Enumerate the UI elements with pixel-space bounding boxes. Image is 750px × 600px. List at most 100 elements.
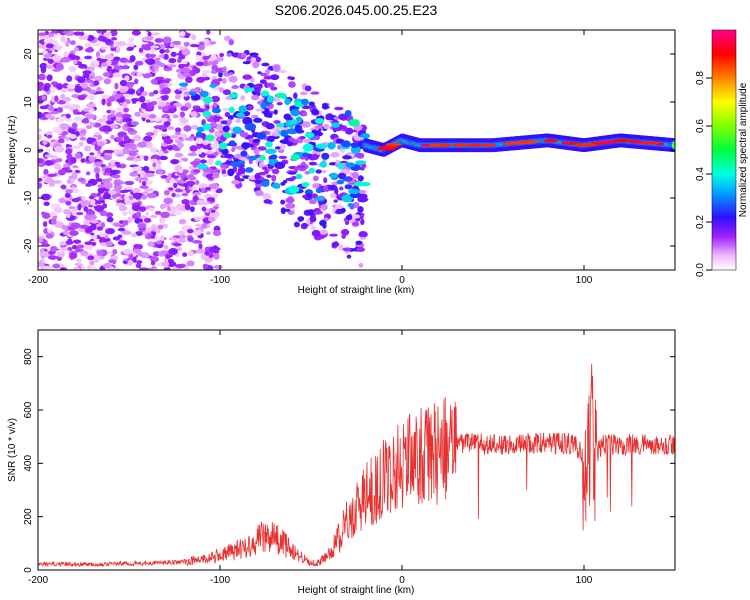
heatmap-cell — [159, 95, 169, 101]
heatmap-cell — [130, 121, 139, 126]
heatmap-cell — [254, 85, 262, 89]
heatmap-cell — [95, 172, 100, 180]
heatmap-cell — [355, 160, 367, 165]
heatmap-cell — [124, 180, 135, 186]
heatmap-cell — [266, 95, 275, 103]
heatmap-cell — [145, 131, 155, 137]
heatmap-cell — [167, 126, 175, 131]
colorbar-tick-label: 0.8 — [695, 71, 706, 85]
heatmap-cell — [123, 143, 134, 148]
heatmap-cell — [115, 46, 121, 53]
heatmap-x-tick-label: 0 — [399, 275, 405, 286]
heatmap-cell — [42, 212, 51, 219]
heatmap-cell — [198, 243, 203, 250]
heatmap-cell — [103, 181, 113, 189]
heatmap-cell — [62, 30, 70, 35]
heatmap-cell — [319, 229, 328, 235]
heatmap-cell — [163, 244, 169, 250]
heatmap-cell — [163, 53, 169, 60]
heatmap-cell — [221, 78, 227, 84]
heatmap-cell — [90, 219, 99, 224]
heatmap-cell — [339, 186, 344, 191]
heatmap-cell — [196, 199, 205, 206]
heatmap-cell — [325, 113, 332, 121]
heatmap-cell — [359, 182, 371, 187]
heatmap-cell — [76, 111, 82, 115]
heatmap-cell — [78, 141, 84, 147]
heatmap-cell — [84, 47, 95, 53]
heatmap-cell — [285, 202, 296, 209]
heatmap-cell — [168, 247, 178, 255]
heatmap-cell — [102, 115, 108, 119]
heatmap-cell — [65, 113, 71, 119]
heatmap-cell — [360, 218, 365, 226]
heatmap-cell — [128, 150, 137, 157]
heatmap-cell — [103, 78, 112, 85]
heatmap-cell — [88, 195, 95, 200]
snr-y-label: SNR (10 * v/v) — [7, 418, 18, 482]
heatmap-cell — [85, 182, 92, 187]
heatmap-cell — [77, 203, 82, 211]
heatmap-cell — [47, 255, 58, 260]
heatmap-cell — [67, 246, 73, 251]
heatmap-cell — [42, 221, 48, 228]
heatmap-cell — [331, 122, 340, 128]
heatmap-cell — [174, 188, 182, 193]
heatmap-cell — [300, 121, 311, 128]
heatmap-cell — [320, 203, 328, 211]
heatmap-cell — [170, 158, 180, 165]
heatmap-cell — [106, 101, 112, 107]
heatmap-cell — [122, 260, 128, 264]
heatmap-cell — [222, 89, 232, 96]
heatmap-cell — [41, 95, 46, 101]
heatmap-cell — [351, 171, 359, 179]
heatmap-cell — [272, 182, 281, 189]
heatmap-cell — [192, 186, 197, 191]
heatmap-cell — [330, 151, 340, 158]
heatmap-cell — [270, 74, 280, 81]
heatmap-cell — [139, 86, 145, 93]
heatmap-cell — [78, 35, 89, 41]
heatmap-cell — [280, 182, 286, 186]
heatmap-cell — [154, 210, 162, 215]
heatmap-cell — [219, 164, 230, 168]
heatmap-cell — [167, 258, 174, 263]
heatmap-cell — [502, 142, 518, 146]
heatmap-cell — [153, 117, 162, 122]
heatmap-cell — [61, 224, 67, 230]
heatmap-cell — [135, 60, 144, 66]
heatmap-cell — [262, 166, 268, 170]
heatmap-cell — [351, 214, 361, 219]
heatmap-cell — [164, 49, 170, 54]
heatmap-cell — [161, 203, 171, 208]
heatmap-cell — [84, 243, 93, 251]
heatmap-cell — [38, 73, 46, 81]
heatmap-cell — [123, 135, 130, 142]
heatmap-cell — [272, 168, 280, 175]
heatmap-cell — [285, 197, 295, 204]
heatmap-cell — [43, 201, 50, 206]
heatmap-cell — [99, 231, 107, 238]
heatmap-cell — [187, 236, 194, 242]
heatmap-cell — [161, 261, 170, 267]
heatmap-cell — [210, 143, 220, 149]
heatmap-cell — [224, 111, 231, 118]
heatmap-cell — [161, 106, 169, 112]
heatmap-cell — [303, 138, 313, 144]
heatmap-cell — [265, 68, 270, 75]
heatmap-cell — [52, 263, 61, 269]
heatmap-cell — [42, 139, 48, 146]
heatmap-cell — [82, 117, 90, 124]
heatmap-cell — [53, 45, 63, 51]
heatmap-cell — [103, 32, 112, 37]
heatmap-cell — [112, 236, 121, 241]
heatmap-cell — [280, 129, 289, 137]
heatmap-cell — [51, 54, 62, 62]
snr-y-tick-label: 400 — [23, 455, 34, 472]
heatmap-cell — [113, 179, 121, 187]
heatmap-cell — [40, 158, 45, 164]
heatmap-cell — [333, 199, 338, 203]
heatmap-cell — [205, 173, 215, 180]
snr-x-tick-label: -100 — [210, 575, 230, 586]
